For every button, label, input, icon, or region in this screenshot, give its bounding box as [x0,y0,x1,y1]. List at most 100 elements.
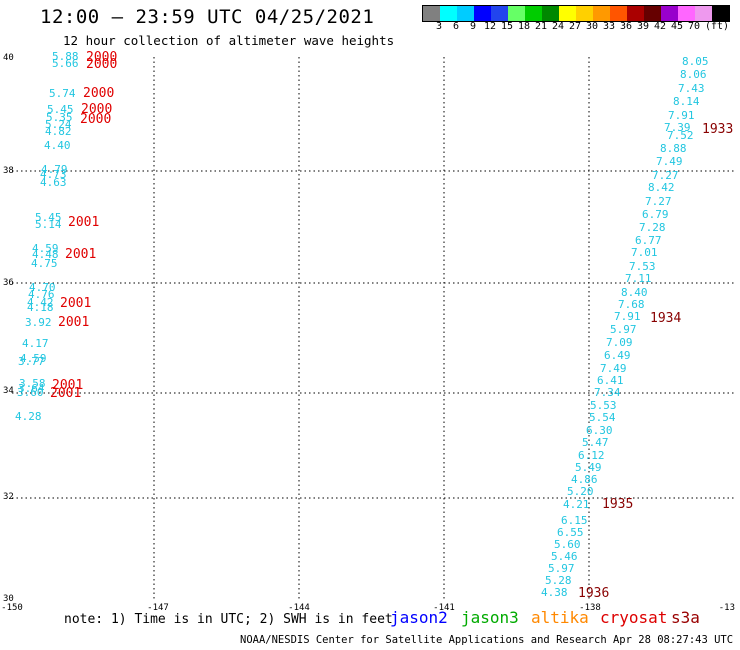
y-tick-label: 30 [3,594,14,604]
satellite-legend-jason2: jason2 [390,608,448,627]
color-scale-label: (ft) [704,21,730,32]
color-scale-bar [422,5,730,22]
color-scale-label: 12 [483,21,497,32]
swh-label: 7.09 [606,336,633,349]
color-scale-label: 18 [517,21,531,32]
y-tick-label: 38 [3,166,14,176]
track-labels: 8.058.067.438.147.917.397.528.887.497.27… [15,50,733,601]
swh-label: 7.39 [664,121,691,134]
track-time-label: 2001 [52,378,83,393]
swh-label: 7.01 [631,246,658,259]
swh-label: 6.79 [642,208,669,221]
color-scale-label: 70 [687,21,701,32]
swh-label: 6.55 [557,526,584,539]
swh-label: 4.63 [40,176,67,189]
y-tick-label: 34 [3,386,14,396]
color-scale-label: 33 [602,21,616,32]
color-swatch [525,6,542,21]
swh-label: 4.79 [41,163,68,176]
swh-label: 4.28 [15,410,42,423]
track-time-label: 1933 [702,122,733,137]
swh-label: 8.88 [660,142,687,155]
swh-label: 3.77 [18,355,45,368]
swh-label: 4.48 [32,248,59,261]
swh-label: 5.97 [548,562,575,575]
swh-label: 5.49 [575,461,602,474]
track-time-label: 2000 [86,50,117,65]
swh-label: 6.12 [578,449,605,462]
color-swatch [474,6,491,21]
swh-label: 5.46 [551,550,578,563]
track-time-label: 2000 [86,57,117,72]
swh-label: 6.41 [597,374,624,387]
swh-label: 7.53 [629,260,656,273]
satellite-legend-jason3: jason3 [461,608,519,627]
swh-label: 4.70 [29,281,56,294]
swh-label: 7.11 [625,272,652,285]
x-tick-label: -13 [719,603,735,613]
swh-label: 3.60 [17,386,44,399]
color-scale-labels: 3 6 9 12 15 18 21 24 27 30 33 36 39 42 45 70 (ft) [422,21,740,35]
swh-label: 5.20 [567,485,594,498]
y-tick-label: 40 [3,53,14,63]
track-time-label: 2001 [50,386,81,401]
color-scale-label: 45 [670,21,684,32]
map-grid [12,57,735,600]
x-tick-label: -150 [1,603,23,613]
swh-label: 8.14 [673,95,700,108]
color-swatch [593,6,610,21]
units-note: note: 1) Time is in UTC; 2) SWH is in fe… [64,612,393,627]
swh-label: 4.40 [44,139,71,152]
swh-label: 6.49 [604,349,631,362]
swh-label: 3.92 [25,316,52,329]
y-tick-label: 36 [3,278,14,288]
color-scale-label: 39 [636,21,650,32]
swh-label: 7.49 [656,155,683,168]
map-subtitle: 12 hour collection of altimeter wave hei… [63,33,395,48]
swh-label: 7.43 [678,82,705,95]
swh-label: 7.28 [639,221,666,234]
swh-label: 5.66 [52,57,79,70]
color-scale-label: 24 [551,21,565,32]
swh-label: 7.91 [668,109,695,122]
swh-label: 7.34 [594,386,621,399]
color-swatch [678,6,695,21]
satellite-legend-s3a: s3a [671,608,700,627]
swh-label: 5.74 [49,87,76,100]
color-swatch [576,6,593,21]
track-time-label: 1934 [650,311,681,326]
swh-label: 5.53 [590,399,617,412]
track-time-label: 2001 [60,296,91,311]
color-swatch [610,6,627,21]
swh-label: 5.35 [46,111,73,124]
swh-label: 5.97 [610,323,637,336]
swh-label: 4.17 [22,337,49,350]
swh-label: 5.54 [589,411,616,424]
satellite-legend-cryosat: cryosat [600,608,668,627]
swh-label: 4.73 [40,168,67,181]
swh-label: 8.06 [680,68,707,81]
track-time-label: 2001 [58,315,89,330]
satellite-legend-altika: altika [531,608,589,627]
swh-label: 5.45 [47,103,74,116]
track-time-label: 2000 [81,102,112,117]
map-title: 12:00 – 23:59 UTC 04/25/2021 [40,6,375,28]
swh-label: 5.45 [35,211,62,224]
x-tick-label: -138 [579,603,601,613]
swh-label: 4.21 [563,498,590,511]
color-swatch [644,6,661,21]
track-time-label: 2000 [83,86,114,101]
swh-label: 7.52 [667,129,694,142]
swh-label: 3.58 [19,377,46,390]
track-time-label: 1936 [578,586,609,601]
swh-label: 4.82 [45,125,72,138]
color-scale-label: 15 [500,21,514,32]
swh-label: 5.88 [52,50,79,63]
swh-label: 7.49 [600,362,627,375]
color-swatch [627,6,644,21]
swh-label: 4.75 [31,257,58,270]
color-scale-label: 9 [469,21,477,32]
color-swatch [559,6,576,21]
swh-label: 5.47 [582,436,609,449]
swh-label: 5.28 [545,574,572,587]
